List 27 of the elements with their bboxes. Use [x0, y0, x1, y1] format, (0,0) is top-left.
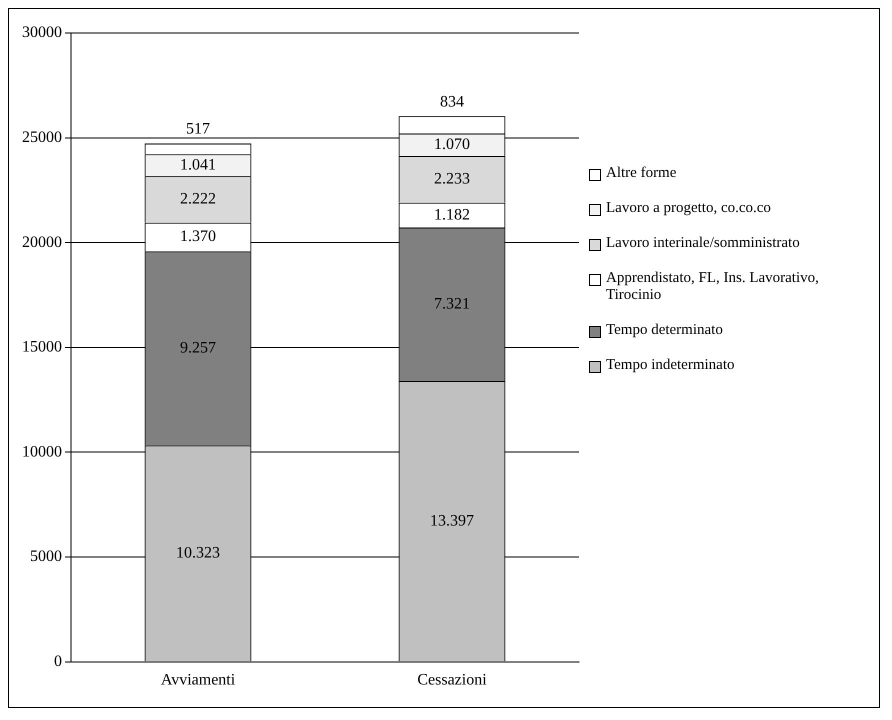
- data-label: 2.222: [180, 190, 216, 208]
- y-tick-label: 15000: [22, 338, 62, 356]
- data-label: 10.323: [176, 544, 220, 562]
- text: Lavoro a progetto, co.co.co: [606, 200, 772, 216]
- y-tick-label: 20000: [22, 234, 62, 251]
- y-tick-label: 5000: [30, 548, 62, 566]
- data-label: 834: [440, 93, 464, 110]
- text: Apprendistato, FL, Ins. Lavorativo, Tirocinio: [606, 270, 820, 304]
- data-label: 1.370: [180, 228, 216, 246]
- legend-label: Lavoro interinale/somministrato: [606, 234, 801, 252]
- y-tick-label: 10000: [22, 443, 62, 460]
- y-tick-label: 30000: [22, 24, 62, 42]
- data-label: 517: [186, 120, 210, 138]
- legend-label: Tempo indeterminato: [606, 356, 736, 374]
- y-tick-label: 0: [54, 653, 62, 670]
- data-label: 9.257: [180, 340, 216, 357]
- data-label: 13.397: [430, 512, 474, 530]
- text: Altre forme: [606, 164, 678, 182]
- data-label: 1.182: [434, 206, 470, 224]
- data-label: 1.041: [180, 156, 216, 174]
- data-label: 7.321: [434, 295, 470, 312]
- data-label: 2.233: [434, 170, 470, 188]
- data-label: 1.070: [434, 136, 470, 153]
- x-tick-label: Cessazioni: [417, 672, 488, 689]
- legend-label: Tempo determinato: [606, 322, 724, 338]
- y-tick-label: 25000: [22, 129, 62, 146]
- x-tick-label: Avviamenti: [160, 672, 236, 689]
